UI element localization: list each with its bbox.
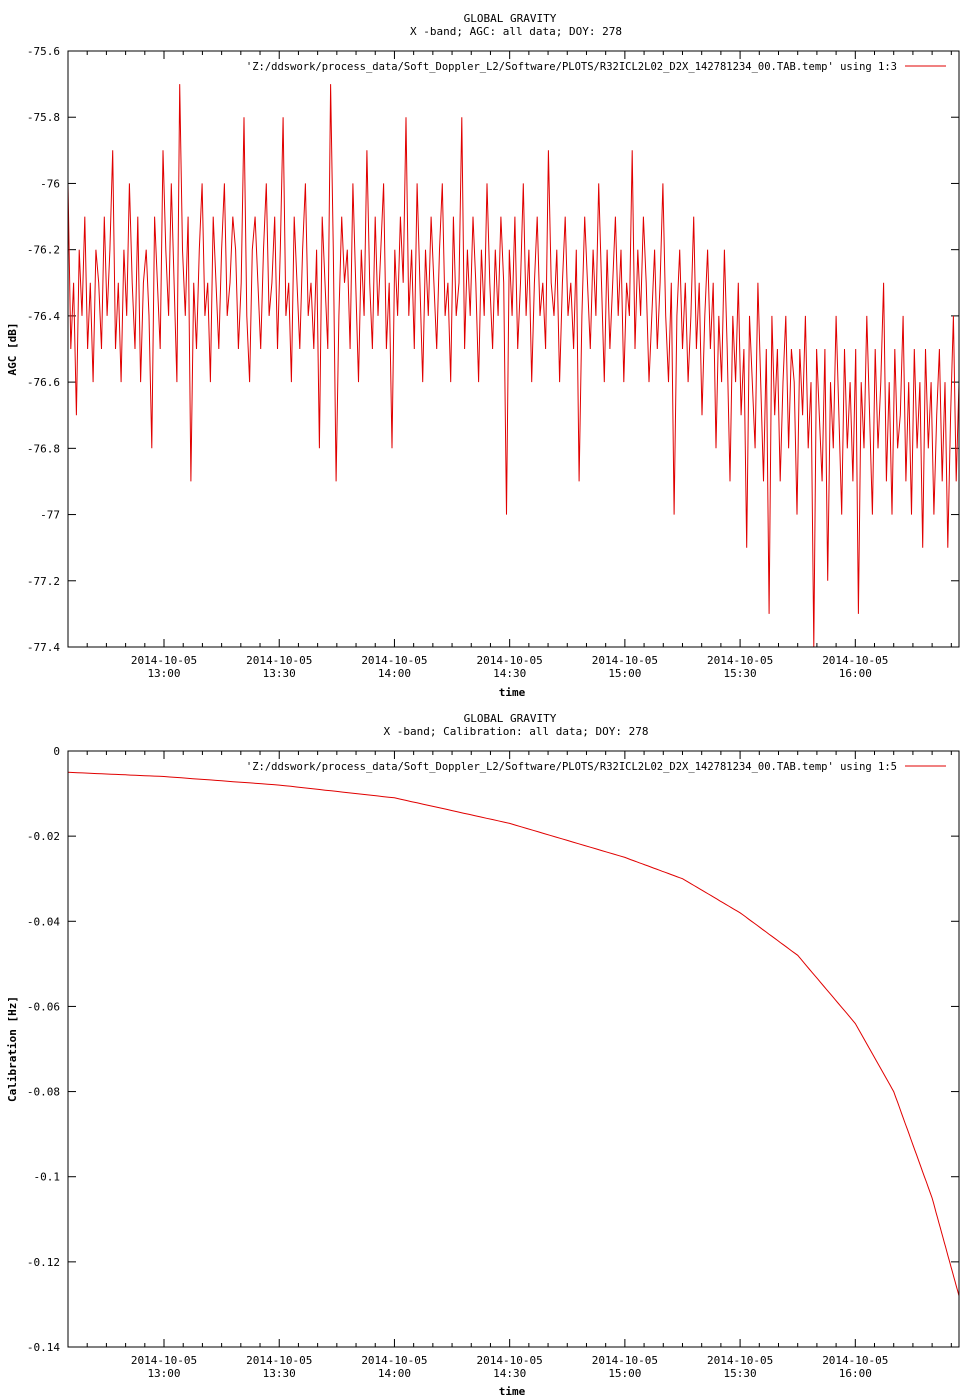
agc-xtick-date: 2014-10-05 xyxy=(592,654,658,667)
agc-subtitle: X -band; AGC: all data; DOY: 278 xyxy=(410,25,622,38)
cal-ytick-label: 0 xyxy=(53,745,60,758)
cal-xtick-time: 14:30 xyxy=(493,1367,526,1380)
agc-x-axis-label: time xyxy=(499,686,526,699)
agc-ytick-label: -75.6 xyxy=(27,45,60,58)
cal-series-line xyxy=(67,771,960,1297)
cal-axes: 0 -0.02 -0.04 -0.06 -0.08 -0.1 -0.12 -0.14 2014-… xyxy=(27,745,959,1380)
agc-xtick-date: 2014-10-05 xyxy=(707,654,773,667)
agc-xtick-date: 2014-10-05 xyxy=(477,654,543,667)
agc-ytick-label: -76 xyxy=(40,177,60,190)
agc-ytick-label: -75.8 xyxy=(27,111,60,124)
cal-xtick-date: 2014-10-05 xyxy=(246,1354,312,1367)
agc-xtick-time: 13:00 xyxy=(147,667,180,680)
agc-xtick-date: 2014-10-05 xyxy=(361,654,427,667)
agc-legend-label: 'Z:/ddswork/process_data/Soft_Doppler_L2… xyxy=(246,61,897,73)
cal-xtick-time: 14:00 xyxy=(378,1367,411,1380)
agc-xtick-time: 15:00 xyxy=(608,667,641,680)
cal-xtick-date: 2014-10-05 xyxy=(361,1354,427,1367)
agc-ytick-label: -77.4 xyxy=(27,641,60,654)
agc-ytick-label: -76.4 xyxy=(27,310,60,323)
agc-panel: GLOBAL GRAVITY X -band; AGC: all data; D… xyxy=(6,12,960,699)
cal-ytick-label: -0.08 xyxy=(27,1086,60,1099)
cal-xtick-date: 2014-10-05 xyxy=(131,1354,197,1367)
cal-title: GLOBAL GRAVITY xyxy=(464,712,557,725)
agc-axes: -75.6 -75.8 -76 -76.2 -76.4 -76.6 -76.8 -77 -77.… xyxy=(27,45,959,680)
cal-xtick-time: 15:00 xyxy=(608,1367,641,1380)
cal-x-axis-label: time xyxy=(499,1385,526,1398)
cal-ytick-label: -0.14 xyxy=(27,1341,60,1354)
cal-legend-label: 'Z:/ddswork/process_data/Soft_Doppler_L2… xyxy=(246,761,897,773)
cal-xtick-date: 2014-10-05 xyxy=(707,1354,773,1367)
agc-plot-frame xyxy=(67,50,960,648)
agc-series-line xyxy=(67,84,960,648)
cal-ytick-label: -0.1 xyxy=(34,1171,61,1184)
cal-ytick-label: -0.06 xyxy=(27,1000,60,1013)
agc-ytick-label: -76.2 xyxy=(27,244,60,257)
cal-ytick-label: -0.12 xyxy=(27,1256,60,1269)
cal-xtick-time: 13:30 xyxy=(263,1367,296,1380)
cal-subtitle: X -band; Calibration: all data; DOY: 278 xyxy=(384,725,649,738)
agc-title: GLOBAL GRAVITY xyxy=(464,12,557,25)
agc-ytick-label: -76.6 xyxy=(27,376,60,389)
cal-xtick-date: 2014-10-05 xyxy=(822,1354,888,1367)
calibration-panel: GLOBAL GRAVITY X -band; Calibration: all… xyxy=(6,712,960,1398)
cal-ytick-label: -0.04 xyxy=(27,915,60,928)
agc-xtick-time: 13:30 xyxy=(263,667,296,680)
cal-plot-frame xyxy=(67,750,960,1348)
agc-ytick-label: -76.8 xyxy=(27,442,60,455)
agc-xtick-time: 14:00 xyxy=(378,667,411,680)
agc-xtick-time: 14:30 xyxy=(493,667,526,680)
cal-xtick-time: 16:00 xyxy=(839,1367,872,1380)
agc-ytick-label: -77 xyxy=(40,509,60,522)
agc-xtick-time: 15:30 xyxy=(724,667,757,680)
agc-xtick-date: 2014-10-05 xyxy=(822,654,888,667)
cal-plot-area xyxy=(67,771,960,1297)
agc-xtick-date: 2014-10-05 xyxy=(131,654,197,667)
agc-xtick-date: 2014-10-05 xyxy=(246,654,312,667)
cal-ytick-label: -0.02 xyxy=(27,830,60,843)
agc-ytick-label: -77.2 xyxy=(27,575,60,588)
agc-y-axis-label: AGC [dB] xyxy=(6,323,19,376)
cal-y-axis-label: Calibration [Hz] xyxy=(6,996,19,1102)
agc-xtick-time: 16:00 xyxy=(839,667,872,680)
agc-plot-area xyxy=(67,84,960,648)
cal-xtick-date: 2014-10-05 xyxy=(477,1354,543,1367)
cal-xtick-time: 15:30 xyxy=(724,1367,757,1380)
cal-xtick-date: 2014-10-05 xyxy=(592,1354,658,1367)
cal-xtick-time: 13:00 xyxy=(147,1367,180,1380)
